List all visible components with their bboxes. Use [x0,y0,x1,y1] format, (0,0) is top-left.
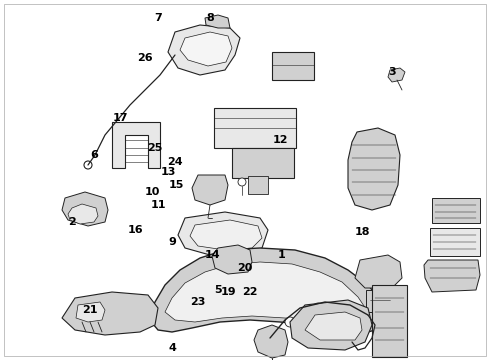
Polygon shape [68,204,98,224]
Text: 7: 7 [154,13,162,23]
Polygon shape [148,248,388,332]
Polygon shape [190,220,262,250]
Text: 20: 20 [237,263,253,273]
Polygon shape [254,325,288,358]
Bar [272,52,314,80]
Text: 23: 23 [190,297,206,307]
Polygon shape [168,25,240,75]
Polygon shape [62,192,108,226]
Ellipse shape [285,317,295,327]
Text: 10: 10 [145,187,160,197]
Text: 12: 12 [272,135,288,145]
Text: 13: 13 [160,167,176,177]
Text: 11: 11 [150,200,166,210]
Ellipse shape [238,178,246,186]
Polygon shape [348,128,400,210]
Bar [214,108,296,148]
Polygon shape [62,292,158,335]
Ellipse shape [343,303,353,313]
Text: 2: 2 [68,217,76,227]
Bar [232,148,294,178]
Text: 8: 8 [206,13,214,23]
Bar [248,176,268,194]
Bar [430,228,480,256]
Polygon shape [290,300,372,350]
Text: 1: 1 [278,250,286,260]
Polygon shape [205,15,230,28]
Polygon shape [112,122,160,168]
Text: 25: 25 [147,143,163,153]
Text: 24: 24 [167,157,183,167]
Text: 21: 21 [82,305,98,315]
Polygon shape [76,302,105,322]
Polygon shape [165,262,368,324]
Ellipse shape [84,161,92,169]
Text: 19: 19 [220,287,236,297]
Text: 3: 3 [388,67,396,77]
Polygon shape [355,255,402,288]
Text: 22: 22 [242,287,258,297]
Text: 15: 15 [168,180,184,190]
Text: 14: 14 [204,250,220,260]
Text: 9: 9 [168,237,176,247]
Text: 6: 6 [90,150,98,160]
Ellipse shape [313,303,323,313]
Polygon shape [212,245,252,274]
Bar [366,290,394,312]
Polygon shape [192,175,228,205]
Polygon shape [178,212,268,255]
Polygon shape [180,32,232,66]
Polygon shape [388,68,405,82]
Polygon shape [424,260,480,292]
Text: 17: 17 [112,113,128,123]
Text: 18: 18 [354,227,370,237]
Polygon shape [305,312,362,340]
Text: 26: 26 [137,53,153,63]
Text: 4: 4 [168,343,176,353]
Text: 16: 16 [127,225,143,235]
Bar [432,198,480,223]
Bar [372,285,407,357]
Text: 5: 5 [214,285,222,295]
